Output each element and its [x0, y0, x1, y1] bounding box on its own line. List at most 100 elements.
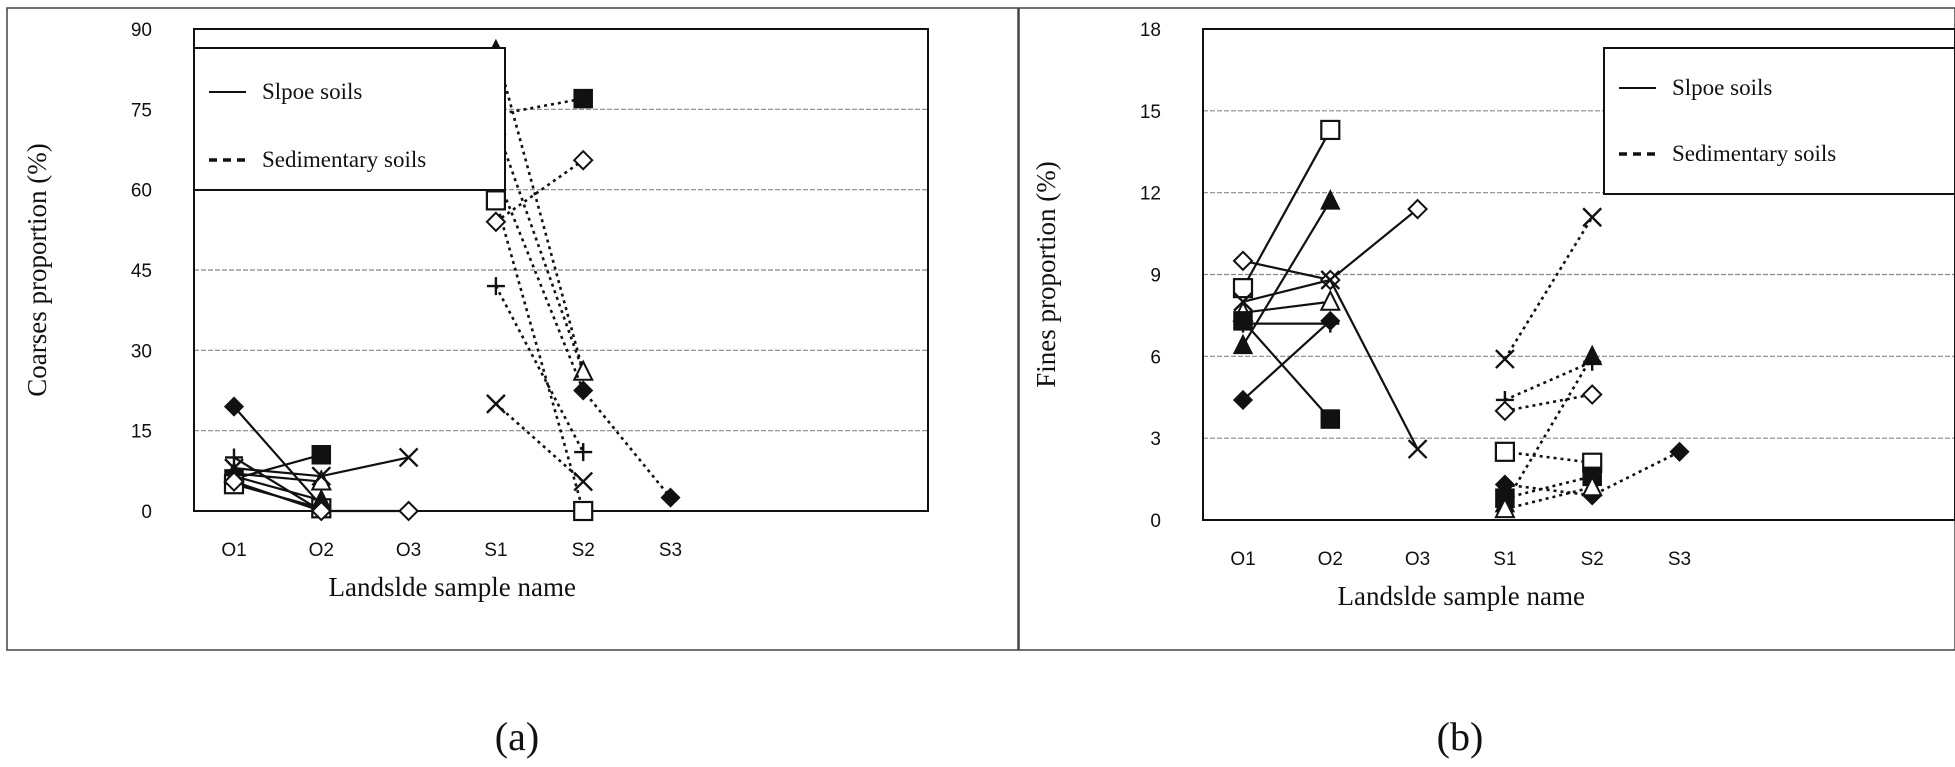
series-3 — [1233, 270, 1428, 459]
plus-marker — [225, 448, 243, 467]
x-tick-label: S2 — [572, 540, 595, 561]
series-line — [494, 285, 585, 453]
diamond-marker — [572, 149, 594, 171]
x-tick-label: S3 — [1668, 549, 1691, 570]
series-8 — [1232, 310, 1341, 411]
plus-marker — [1234, 314, 1252, 333]
x-axis-label: Landslde sample name — [1338, 581, 1585, 611]
y-tick-label: 3 — [1150, 429, 1161, 450]
chart-panel-1: 0 15 30 45 60 75 90 O1 O2 O3 S1 S2 S3 Landslde sample… — [6, 7, 1019, 759]
series-line — [1242, 200, 1332, 346]
triangle-marker — [1320, 189, 1341, 210]
series-16 — [486, 394, 594, 492]
series-2 — [1232, 119, 1341, 299]
series-line — [1503, 355, 1594, 505]
diamond-marker — [573, 380, 594, 401]
series-line — [1504, 475, 1593, 500]
y-tick-label: 45 — [131, 261, 152, 282]
diamond-marker — [223, 471, 245, 492]
diamond-marker — [223, 396, 245, 417]
x-marker — [1582, 207, 1603, 228]
x-marker — [398, 447, 419, 468]
x-tick-label: S1 — [1493, 549, 1516, 570]
series-8 — [223, 471, 420, 522]
y-tick-label: 0 — [1150, 511, 1161, 532]
plus-marker — [486, 277, 505, 296]
legend: Slpoe soils Sedimentary soils — [1603, 47, 1955, 195]
x-tick-label: O3 — [396, 540, 421, 561]
square-marker — [1494, 441, 1516, 462]
chart-frame — [6, 7, 1019, 651]
x-tick-label: O1 — [221, 540, 246, 561]
square-marker — [311, 445, 332, 465]
series-line — [233, 472, 322, 483]
diamond-marker — [1320, 310, 1341, 331]
series-line — [1242, 320, 1332, 420]
series-line — [233, 456, 322, 512]
figure-caption: (b) — [1437, 714, 1484, 759]
series-line — [1504, 486, 1593, 511]
square-marker — [485, 190, 506, 211]
series-11 — [1494, 384, 1603, 422]
y-tick-label: 0 — [141, 502, 152, 523]
series-line — [495, 97, 584, 116]
x-marker — [311, 466, 332, 487]
y-tick-label: 6 — [1150, 347, 1161, 368]
series-line — [1504, 393, 1593, 413]
x-marker — [1495, 349, 1515, 369]
y-tick-label: 15 — [131, 422, 152, 443]
y-tick-label: 15 — [1140, 102, 1161, 123]
series-line — [1504, 450, 1681, 497]
square-marker — [1320, 409, 1341, 429]
diamond-marker — [1407, 198, 1429, 220]
y-tick-label: 60 — [131, 181, 152, 202]
triangle-marker — [1494, 496, 1516, 519]
diamond-marker — [1494, 400, 1516, 422]
x-tick-label: S2 — [1581, 549, 1604, 570]
x-tick-label: S3 — [659, 540, 682, 561]
triangle-marker — [1581, 344, 1603, 366]
series-13 — [485, 190, 594, 522]
y-tick-label: 75 — [131, 100, 152, 121]
x-tick-label: O3 — [1405, 549, 1430, 570]
x-marker — [486, 394, 506, 414]
y-tick-label: 12 — [1140, 184, 1161, 205]
legend-label: Sedimentary soils — [1672, 141, 1836, 166]
series-line — [1242, 320, 1332, 401]
series-line — [233, 405, 323, 507]
diamond-marker — [660, 487, 681, 508]
x-marker — [573, 471, 594, 492]
series-line — [495, 402, 585, 483]
diamond-marker — [310, 500, 332, 522]
square-marker — [573, 88, 593, 109]
x-tick-label: O2 — [309, 540, 334, 561]
triangle-marker — [1232, 333, 1254, 355]
diamond-marker — [1232, 250, 1254, 272]
series-line — [494, 200, 585, 512]
series-15 — [486, 277, 593, 462]
square-marker — [1320, 119, 1341, 141]
legend-box — [1603, 47, 1955, 195]
x-marker — [1407, 439, 1428, 459]
series-line — [1242, 129, 1332, 289]
figure-caption: (a) — [495, 714, 539, 759]
chart-panel-2: 0 3 6 9 12 15 18 O1 O2 O3 S1 S2 S3 Landslde sample na… — [1018, 7, 1955, 759]
diamond-marker — [1669, 441, 1690, 462]
x-tick-label: O1 — [1230, 549, 1255, 570]
series-7 — [1232, 189, 1341, 355]
diamond-marker — [485, 211, 507, 233]
diamond-marker — [1581, 384, 1603, 405]
diamond-marker — [1232, 389, 1254, 411]
x-tick-label: O2 — [1318, 549, 1343, 570]
legend-label: Slpoe soils — [1672, 75, 1772, 100]
x-tick-label: S1 — [484, 540, 507, 561]
triangle-marker — [1581, 475, 1603, 497]
legend-box — [193, 47, 506, 191]
series-line — [1242, 300, 1331, 314]
x-axis-label: Landslde sample name — [329, 572, 576, 602]
x-marker — [1320, 270, 1341, 290]
plot-area — [193, 28, 929, 512]
series-9 — [1495, 207, 1603, 369]
legend-label: Sedimentary soils — [262, 147, 426, 172]
series-14 — [485, 149, 594, 233]
